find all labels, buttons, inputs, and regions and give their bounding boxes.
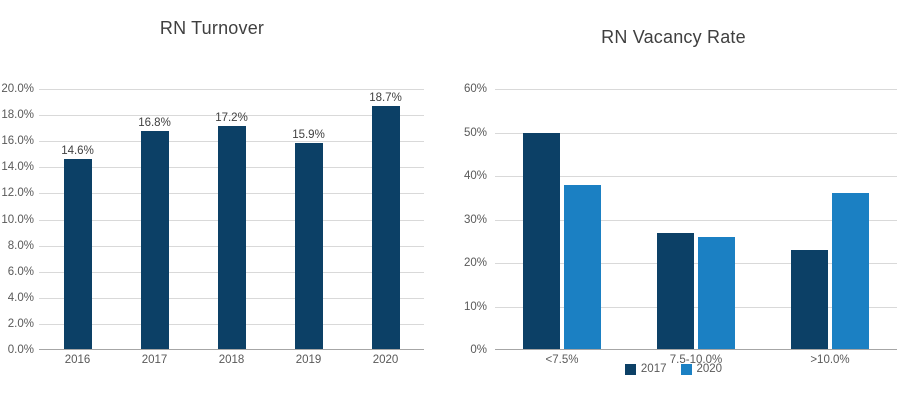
legend-swatch-2020 — [680, 363, 692, 375]
gridline — [495, 263, 897, 264]
y-tick-label: 12.0% — [1, 187, 34, 199]
y-tick-label: 40% — [463, 170, 487, 182]
legend-label: 2020 — [696, 363, 723, 375]
plot-area-rn-vacancy-rate — [495, 89, 897, 350]
x-tick-label: 2019 — [295, 354, 322, 366]
x-tick-label: <7.5% — [545, 354, 579, 366]
y-axis-rn-turnover: 20.0% 18.0% 16.0% 14.0% 12.0% 10.0% 8.0% 6.0% 4.… — [0, 83, 34, 356]
bar-value-label: 18.7% — [369, 91, 402, 104]
legend-label: 2017 — [640, 363, 667, 375]
legend-item-2020: 2020 — [680, 363, 723, 375]
bar-value-label: 16.8% — [138, 116, 171, 129]
bar-value-label: 15.9% — [292, 128, 325, 141]
y-tick-label: 20.0% — [1, 83, 34, 95]
y-tick-label: 10% — [463, 301, 487, 313]
y-tick-label: 30% — [463, 214, 487, 226]
bar-7.5-10.0%-2017 — [657, 232, 694, 350]
y-tick-label: 6.0% — [7, 266, 34, 278]
x-tick-label: 2018 — [218, 354, 245, 366]
bar->10.0%-2017 — [791, 249, 828, 350]
y-tick-label: 16.0% — [1, 135, 34, 147]
gridline — [495, 133, 897, 134]
bar-<7.5%-2017 — [523, 132, 560, 350]
y-tick-label: 60% — [463, 83, 487, 95]
gridline — [495, 220, 897, 221]
x-axis-line — [39, 349, 424, 350]
y-tick-label: 50% — [463, 127, 487, 139]
rn-vacancy-rate-chart: RN Vacancy Rate 60% 50% 40% 30% 20% 10% 0% <7.… — [450, 0, 897, 404]
bar-<7.5%-2020 — [564, 184, 601, 350]
y-tick-label: 20% — [463, 257, 487, 269]
x-tick-label: 7.5-10.0% — [669, 354, 723, 366]
rn-turnover-chart: RN Turnover 20.0% 18.0% 16.0% 14.0% 12.0% 10.… — [0, 0, 424, 404]
bar-7.5-10.0%-2020 — [698, 236, 735, 350]
y-tick-label: 0.0% — [7, 344, 34, 356]
x-tick-label: 2016 — [64, 354, 91, 366]
x-tick-label: 2017 — [141, 354, 168, 366]
bar-2020 — [371, 105, 400, 350]
y-tick-label: 18.0% — [1, 109, 34, 121]
y-tick-label: 2.0% — [7, 318, 34, 330]
gridline — [39, 115, 424, 116]
y-tick-label: 14.0% — [1, 161, 34, 173]
bar-value-label: 14.6% — [61, 145, 94, 158]
x-axis-line — [495, 349, 897, 350]
y-tick-label: 8.0% — [7, 240, 34, 252]
x-axis-rn-vacancy-rate: <7.5% 7.5-10.0% >10.0% — [495, 354, 897, 370]
bar-value-label: 17.2% — [215, 111, 248, 124]
bar-2019 — [294, 142, 323, 350]
legend: 2017 2020 — [450, 363, 897, 375]
legend-swatch-2017 — [624, 363, 636, 375]
x-tick-label: >10.0% — [810, 354, 850, 366]
bar->10.0%-2020 — [832, 193, 869, 350]
y-axis-rn-vacancy-rate: 60% 50% 40% 30% 20% 10% 0% — [450, 83, 487, 356]
chart-title-rn-vacancy-rate: RN Vacancy Rate — [601, 27, 746, 47]
gridline — [39, 89, 424, 90]
chart-title-rn-turnover: RN Turnover — [159, 18, 265, 38]
gridline — [495, 176, 897, 177]
bar-2018 — [217, 125, 246, 350]
gridline — [495, 307, 897, 308]
y-tick-label: 0% — [470, 344, 487, 356]
plot-area-rn-turnover: 14.6% 16.8% 17.2% 15.9% 18.7% — [39, 89, 424, 350]
x-tick-label: 2020 — [372, 354, 399, 366]
y-tick-label: 10.0% — [1, 214, 34, 226]
bar-2016 — [63, 159, 92, 350]
legend-item-2017: 2017 — [624, 363, 667, 375]
gridline — [495, 89, 897, 90]
bar-2017 — [140, 130, 169, 350]
y-tick-label: 4.0% — [7, 292, 34, 304]
x-axis-rn-turnover: 2016 2017 2018 2019 2020 — [39, 354, 424, 370]
